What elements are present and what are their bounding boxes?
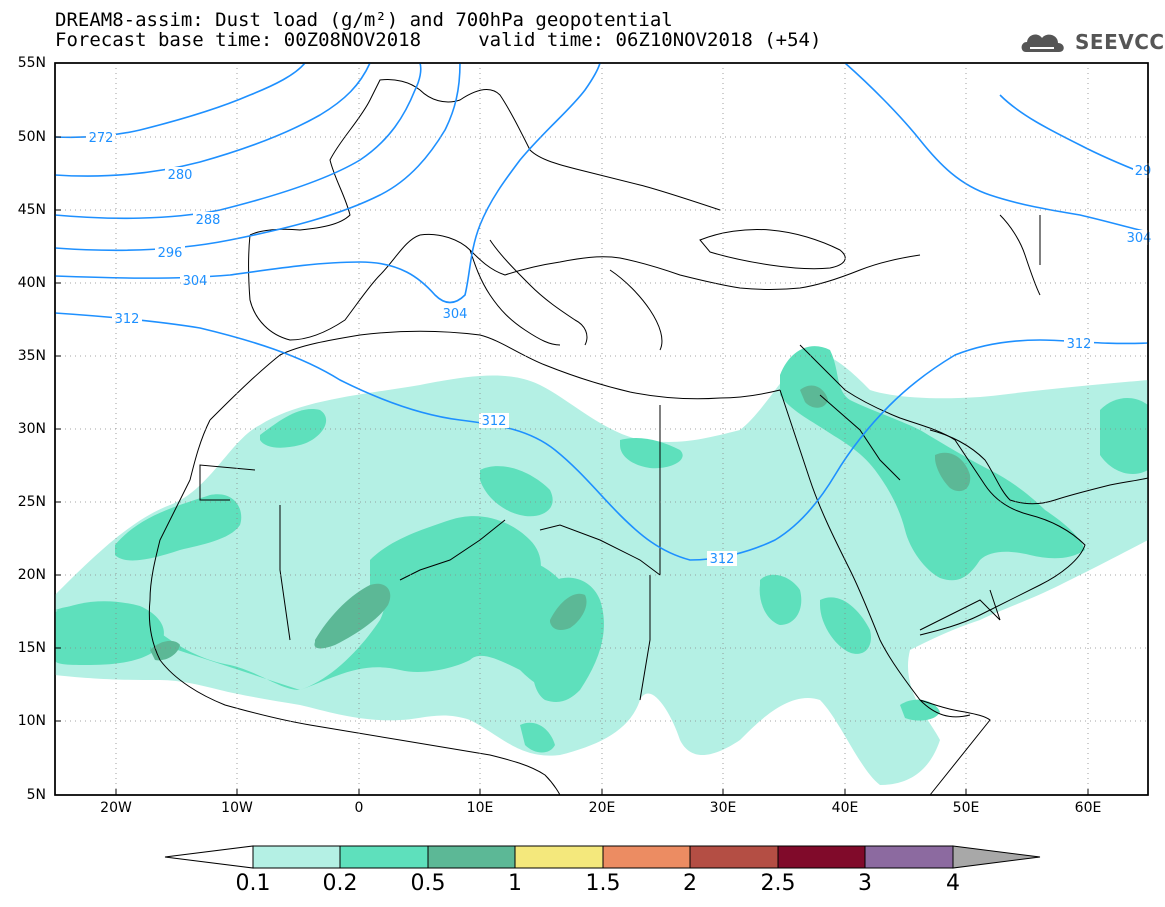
contour-280 [54, 62, 371, 177]
contour-label: 304 [443, 307, 468, 322]
lat-tick-label: 20N [17, 567, 46, 583]
contour-label: 312 [115, 312, 140, 327]
colorbar-cell [514, 845, 604, 869]
contour-label: 304 [183, 274, 208, 289]
lat-tick-label: 10N [17, 713, 46, 729]
contour-label: 29 [1135, 164, 1152, 179]
colorbar-label: 0.5 [410, 871, 446, 896]
contour-label: 272 [89, 131, 114, 146]
lat-tick-label: 5N [26, 787, 46, 803]
colorbar-max-arrow [952, 845, 1041, 869]
lat-tick-label: 40N [17, 275, 46, 291]
tick-marks [55, 136, 1089, 795]
contour-296 [54, 62, 461, 252]
lat-tick-label: 35N [17, 348, 46, 364]
contour-label: 304 [1127, 231, 1152, 246]
lat-tick-label: 55N [17, 55, 46, 71]
map-subtitle: Forecast base time: 00Z08NOV2018 valid t… [55, 29, 822, 51]
contour-label: 312 [482, 414, 507, 429]
colorbar-cell [602, 845, 691, 869]
cloud-icon [1021, 34, 1064, 52]
contour-upper-right-1 [844, 62, 1149, 233]
colorbar-label: 1.5 [585, 871, 621, 896]
colorbar-cell [864, 845, 954, 869]
colorbar-label: 4 [946, 871, 960, 896]
contour-label: 280 [168, 168, 193, 183]
colorbar-cell [427, 845, 516, 869]
lon-tick-label: 20W [100, 800, 132, 816]
lon-tick-label: 40E [831, 800, 859, 816]
contour-label: 312 [1067, 337, 1092, 352]
colorbar-cell [252, 845, 341, 869]
contour-312 [54, 312, 1149, 561]
contour-label: 296 [158, 246, 183, 261]
contour-label: 312 [710, 552, 735, 567]
lon-tick-label: 50E [952, 800, 980, 816]
colorbar-label: 0.1 [235, 871, 271, 896]
contour-upper-right-2 [999, 94, 1149, 176]
colorbar-label: 3 [858, 871, 872, 896]
lat-tick-label: 25N [17, 494, 46, 510]
lat-tick-label: 15N [17, 640, 46, 656]
contour-labels: 272 280 288 296 304 304 312 312 312 312 … [86, 130, 1151, 567]
colorbar-min-arrow [164, 845, 254, 869]
colorbar-cell [339, 845, 429, 869]
dust-0.2-layer [55, 346, 1148, 753]
colorbar [164, 845, 1041, 869]
lon-tick-label: 0 [354, 800, 364, 816]
colorbar-cell [689, 845, 779, 869]
colorbar-label: 2.5 [760, 871, 796, 896]
contour-288 [54, 62, 422, 220]
lat-tick-label: 50N [17, 129, 46, 145]
seevccc-logo-text: SEEVCCC [1075, 30, 1165, 54]
colorbar-label: 1 [508, 871, 522, 896]
lon-tick-label: 60E [1074, 800, 1102, 816]
contour-304 [54, 62, 601, 304]
map-title: DREAM8-assim: Dust load (g/m²) and 700hP… [55, 9, 673, 31]
lon-tick-label: 20E [588, 800, 616, 816]
lon-tick-label: 10E [466, 800, 494, 816]
geopotential-contours [54, 62, 1149, 561]
colorbar-label: 2 [683, 871, 697, 896]
graticule [55, 63, 1148, 795]
lon-tick-label: 30E [709, 800, 737, 816]
colorbar-cell [777, 845, 866, 869]
contour-label: 288 [196, 213, 221, 228]
lon-tick-label: 10W [221, 800, 253, 816]
lat-tick-label: 30N [17, 421, 46, 437]
lat-tick-label: 45N [17, 202, 46, 218]
colorbar-label: 0.2 [322, 871, 358, 896]
